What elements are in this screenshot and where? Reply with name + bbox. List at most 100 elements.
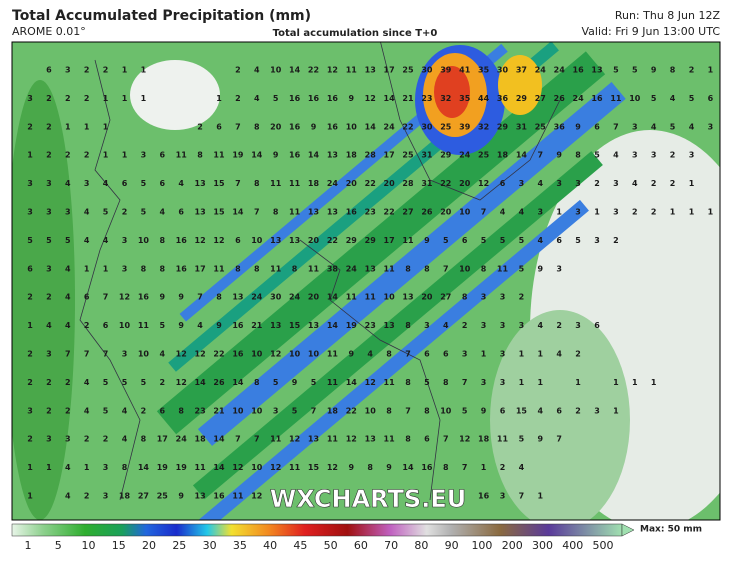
grid-value: 1	[632, 378, 638, 387]
grid-value: 11	[176, 151, 188, 160]
grid-value: 5	[670, 122, 676, 131]
grid-value: 10	[251, 463, 263, 472]
grid-value: 2	[160, 378, 166, 387]
grid-value: 14	[402, 463, 414, 472]
grid-value: 29	[516, 94, 528, 103]
grid-value: 16	[232, 350, 244, 359]
grid-value: 5	[575, 236, 581, 245]
grid-value: 5	[141, 378, 147, 387]
grid-value: 9	[178, 293, 184, 302]
grid-value: 2	[197, 122, 203, 131]
grid-value: 11	[610, 94, 622, 103]
grid-value: 5	[594, 151, 600, 160]
grid-value: 5	[500, 236, 506, 245]
grid-value: 1	[122, 94, 128, 103]
grid-value: 30	[421, 66, 433, 75]
grid-value: 27	[138, 492, 149, 501]
grid-value: 6	[178, 208, 184, 217]
grid-value: 4	[103, 179, 109, 188]
grid-value: 16	[289, 122, 301, 131]
grid-value: 2	[84, 492, 90, 501]
grid-value: 32	[440, 94, 451, 103]
grid-value: 11	[213, 264, 225, 273]
grid-value: 5	[65, 236, 71, 245]
grid-value: 20	[440, 208, 452, 217]
grid-value: 7	[235, 435, 241, 444]
grid-value: 10	[629, 94, 641, 103]
grid-value: 4	[519, 208, 525, 217]
grid-value: 24	[573, 94, 585, 103]
grid-value: 14	[308, 151, 320, 160]
grid-value: 4	[65, 264, 71, 273]
grid-value: 25	[402, 151, 414, 160]
grid-value: 4	[65, 321, 71, 330]
grid-value: 2	[462, 321, 468, 330]
grid-value: 9	[481, 406, 487, 415]
grid-value: 11	[327, 435, 339, 444]
grid-value: 41	[459, 66, 471, 75]
grid-value: 13	[365, 66, 376, 75]
grid-value: 16	[421, 463, 433, 472]
grid-value: 29	[497, 122, 509, 131]
grid-value: 16	[346, 208, 358, 217]
grid-value: 1	[519, 378, 525, 387]
grid-value: 2	[651, 208, 657, 217]
grid-value: 1	[103, 264, 109, 273]
colorbar-label: 300	[532, 539, 553, 552]
colorbar-label: 500	[593, 539, 614, 552]
grid-value: 11	[270, 435, 282, 444]
grid-value: 14	[232, 208, 244, 217]
grid-value: 7	[538, 151, 544, 160]
grid-value: 6	[103, 321, 109, 330]
grid-value: 10	[289, 350, 301, 359]
grid-value: 30	[270, 293, 282, 302]
grid-value: 3	[122, 350, 128, 359]
grid-value: 1	[103, 151, 109, 160]
grid-value: 17	[384, 236, 395, 245]
grid-value: 22	[402, 122, 413, 131]
grid-value: 10	[459, 264, 471, 273]
grid-value: 2	[519, 293, 525, 302]
grid-value: 8	[254, 179, 260, 188]
grid-value: 29	[365, 236, 377, 245]
grid-value: 4	[65, 463, 71, 472]
grid-value: 12	[119, 293, 130, 302]
grid-value: 9	[349, 463, 355, 472]
grid-value: 3	[141, 151, 147, 160]
grid-value: 3	[594, 406, 600, 415]
grid-value: 6	[594, 122, 600, 131]
grid-value: 3	[556, 264, 562, 273]
grid-value: 2	[46, 151, 52, 160]
grid-value: 17	[384, 151, 395, 160]
grid-value: 8	[424, 264, 430, 273]
colorbar-label: 400	[562, 539, 583, 552]
grid-value: 4	[689, 122, 695, 131]
grid-value: 22	[384, 208, 395, 217]
colorbar-labels: 1 5 10 15 20 25 30 35 40 45 50 60 70 80 90 100 200 300 400…	[25, 539, 614, 552]
colorbar-label: 15	[112, 539, 126, 552]
grid-value: 25	[440, 122, 452, 131]
grid-value: 18	[478, 435, 490, 444]
max-label: Max: 50 mm	[640, 525, 702, 535]
grid-value: 38	[327, 264, 339, 273]
grid-value: 7	[556, 435, 562, 444]
grid-value: 13	[195, 179, 206, 188]
grid-value: 11	[138, 321, 150, 330]
grid-value: 3	[632, 122, 638, 131]
grid-value: 13	[308, 321, 319, 330]
grid-value: 16	[573, 66, 585, 75]
grid-value: 9	[538, 264, 544, 273]
grid-value: 1	[613, 378, 619, 387]
grid-value: 5	[141, 208, 147, 217]
grid-value: 2	[46, 406, 52, 415]
grid-value: 8	[670, 66, 676, 75]
grid-value: 8	[235, 264, 241, 273]
grid-value: 3	[27, 179, 33, 188]
grid-value: 2	[27, 122, 33, 131]
colorbar-label: 5	[55, 539, 62, 552]
grid-value: 3	[84, 179, 90, 188]
grid-value: 3	[594, 236, 600, 245]
colorbar-label: 20	[142, 539, 156, 552]
grid-value: 6	[216, 122, 222, 131]
grid-value: 16	[213, 492, 225, 501]
